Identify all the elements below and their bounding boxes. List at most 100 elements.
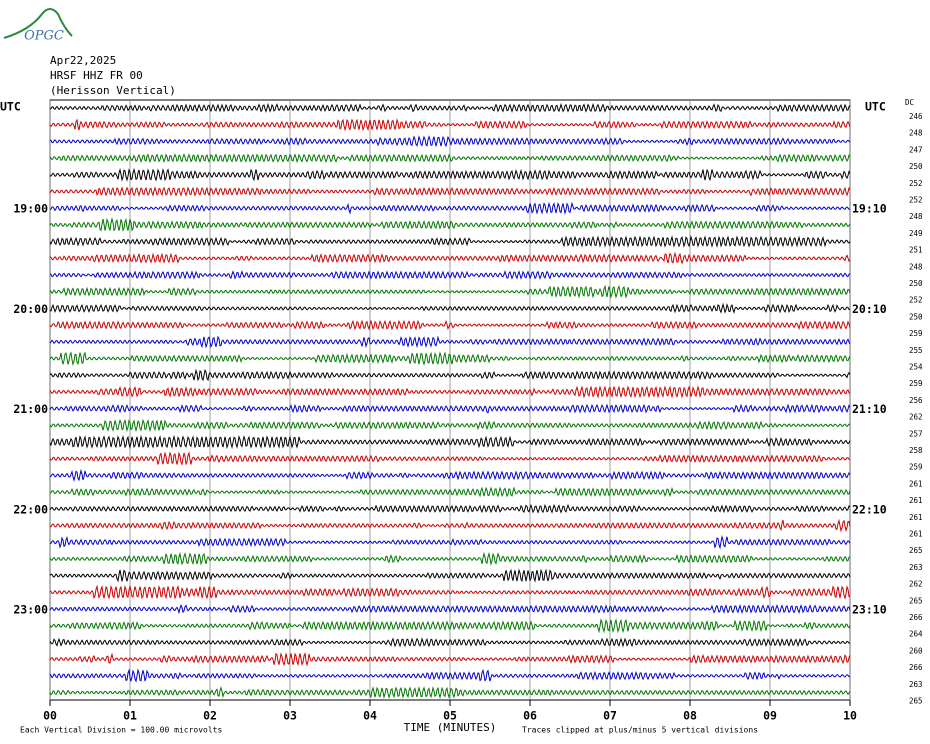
trace: [49, 269, 851, 280]
x-tick-label: 10: [843, 709, 857, 723]
dc-value: 261: [909, 479, 923, 488]
dc-value: 259: [909, 379, 923, 388]
trace: [49, 186, 851, 197]
x-tick-label: 01: [123, 709, 137, 723]
trace: [49, 551, 851, 566]
trace: [49, 486, 851, 498]
trace: [49, 603, 851, 615]
scale-note: Each Vertical Division = 100.00 microvol…: [20, 726, 222, 735]
trace: [49, 503, 851, 514]
dc-value: 252: [909, 196, 923, 205]
right-time-label: 23:10: [852, 603, 887, 617]
location: (Herisson Vertical): [50, 84, 176, 97]
logo: OPGC: [24, 29, 64, 44]
dc-value: 246: [909, 112, 923, 121]
date: Apr22,2025: [50, 54, 116, 67]
dc-value: 247: [909, 145, 923, 154]
x-tick-label: 07: [603, 709, 617, 723]
trace: [49, 618, 851, 634]
dc-value: 264: [909, 630, 923, 639]
dc-value: 261: [909, 496, 923, 505]
x-tick-label: 09: [763, 709, 777, 723]
right-time-label: 21:10: [852, 402, 887, 416]
dc-value: 255: [909, 346, 923, 355]
dc-value: 258: [909, 446, 923, 455]
trace: [49, 418, 851, 433]
trace: [49, 302, 851, 314]
dc-value: 262: [909, 580, 923, 589]
left-time-label: 22:00: [13, 502, 48, 516]
station: HRSF HHZ FR 00: [50, 69, 143, 82]
trace: [49, 153, 851, 164]
x-tick-label: 03: [283, 709, 297, 723]
dc-value: 257: [909, 429, 923, 438]
dc-value: 252: [909, 296, 923, 305]
left-time-label: 21:00: [13, 402, 48, 416]
x-tick-label: 02: [203, 709, 217, 723]
dc-value: 248: [909, 262, 923, 271]
left-time-label: 20:00: [13, 302, 48, 316]
dc-value: 265: [909, 596, 923, 605]
trace: [49, 251, 851, 265]
dc-value: 261: [909, 530, 923, 539]
dc-value: 249: [909, 229, 923, 238]
x-tick-label: 00: [43, 709, 57, 723]
trace: [49, 568, 851, 583]
right-time-label: 19:10: [852, 202, 887, 216]
trace: [49, 668, 851, 683]
left-time-label: 19:00: [13, 202, 48, 216]
dc-value: 260: [909, 646, 923, 655]
trace: [49, 217, 851, 232]
trace: [49, 284, 851, 299]
trace: [49, 468, 851, 482]
dc-value: 265: [909, 546, 923, 555]
x-tick-label: 06: [523, 709, 537, 723]
trace: [49, 335, 851, 349]
x-tick-label: 08: [683, 709, 697, 723]
trace: [49, 451, 851, 466]
right-time-label: 20:10: [852, 302, 887, 316]
trace: [49, 584, 851, 600]
trace: [49, 235, 851, 248]
trace: [49, 118, 851, 132]
trace: [49, 651, 851, 667]
trace: [49, 368, 851, 382]
trace: [49, 167, 851, 182]
trace: [49, 518, 851, 533]
dc-value: 259: [909, 329, 923, 338]
clip-note: Traces clipped at plus/minus 5 vertical …: [522, 726, 758, 735]
logo-curve: [3, 8, 73, 39]
trace: [49, 351, 851, 366]
trace: [49, 534, 851, 550]
left-time-label: 23:00: [13, 603, 48, 617]
dc-title: DC: [905, 98, 914, 107]
dc-value: 259: [909, 463, 923, 472]
trace: [49, 403, 851, 414]
dc-value: 248: [909, 129, 923, 138]
dc-value: 250: [909, 162, 923, 171]
trace: [49, 385, 851, 399]
dc-value: 266: [909, 663, 923, 672]
dc-value: 261: [909, 513, 923, 522]
dc-value: 254: [909, 363, 923, 372]
dc-value: 262: [909, 413, 923, 422]
x-tick-label: 05: [443, 709, 457, 723]
trace: [50, 135, 851, 148]
dc-value: 251: [909, 246, 923, 255]
trace: [49, 637, 851, 648]
trace: [49, 102, 851, 113]
right-time-label: 22:10: [852, 502, 887, 516]
dc-value: 266: [909, 613, 923, 622]
dc-value: 265: [909, 697, 923, 706]
dc-value: 248: [909, 212, 923, 221]
dc-value: 252: [909, 179, 923, 188]
trace: [49, 319, 851, 331]
dc-value: 256: [909, 396, 923, 405]
dc-value: 263: [909, 563, 923, 572]
trace: [49, 201, 851, 215]
dc-value: 263: [909, 680, 923, 689]
x-axis-title: TIME (MINUTES): [404, 721, 497, 734]
trace: [49, 685, 851, 700]
